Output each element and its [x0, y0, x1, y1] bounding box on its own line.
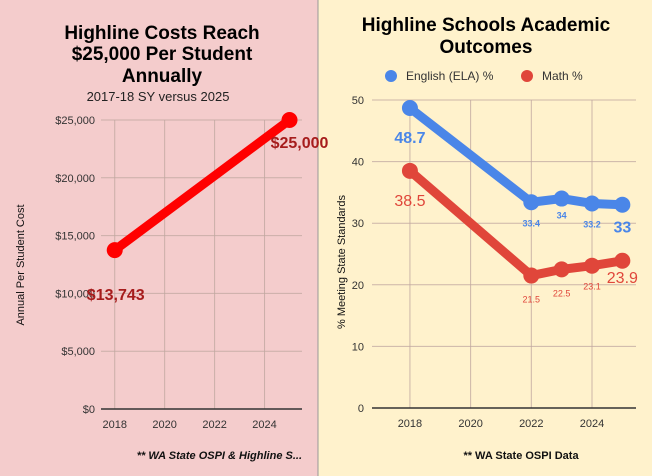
outcomes-data-label: 38.5 [394, 193, 425, 210]
cost-chart-title-line2: $25,000 Per Student [72, 44, 253, 65]
outcomes-data-label: 33 [613, 220, 631, 237]
outcomes-x-tick-label: 2020 [458, 418, 482, 430]
outcomes-data-label: 48.7 [394, 130, 425, 147]
cost-data-label: $25,000 [271, 135, 329, 152]
cost-chart-y-axis-label: Annual Per Student Cost [15, 204, 27, 325]
outcomes-data-label: 33.4 [523, 218, 541, 228]
cost-y-tick-label: $5,000 [61, 346, 95, 358]
outcomes-x-tick-label: 2018 [398, 418, 422, 430]
outcomes-data-label: 34 [557, 211, 567, 221]
outcomes-y-tick-label: 30 [352, 218, 364, 230]
outcomes-data-point [553, 190, 570, 207]
outcomes-data-point [614, 196, 631, 213]
outcomes-y-tick-label: 0 [358, 403, 364, 415]
outcomes-data-label: 22.5 [553, 288, 571, 298]
outcomes-data-point [401, 162, 418, 179]
outcomes-chart-legend[interactable]: English (ELA) % Math % [385, 69, 583, 83]
outcomes-y-tick-label: 20 [352, 280, 364, 292]
outcomes-chart-y-axis-label: % Meeting State Standards [336, 195, 348, 329]
cost-series-line-0 [110, 115, 295, 255]
outcomes-y-tick-label: 10 [352, 341, 364, 353]
cost-x-tick-label: 2018 [102, 419, 126, 431]
cost-chart-title-line1: Highline Costs Reach [64, 23, 259, 44]
cost-chart-title-line3: Annually [122, 66, 203, 87]
outcomes-data-point [584, 195, 600, 212]
cost-x-tick-label: 2024 [252, 419, 276, 431]
cost-y-tick-label: $15,000 [55, 231, 95, 243]
outcomes-data-point [523, 267, 540, 284]
cost-x-tick-label: 2022 [202, 419, 226, 431]
outcomes-chart-title-line1: Highline Schools Academic [362, 15, 611, 36]
outcomes-data-label: 23.1 [583, 282, 601, 292]
cost-chart-subtitle: 2017-18 SY versus 2025 [87, 89, 230, 104]
cost-y-tick-label: $0 [83, 404, 95, 416]
legend-label-math: Math % [542, 69, 583, 83]
outcomes-x-tick-label: 2022 [519, 418, 543, 430]
cost-y-tick-label: $20,000 [55, 173, 95, 185]
legend-label-ela: English (ELA) % [406, 69, 494, 83]
outcomes-data-point [584, 257, 600, 274]
outcomes-chart-title-line2: Outcomes [440, 37, 533, 58]
outcomes-data-label: 23.9 [607, 270, 638, 287]
outcomes-data-label: 21.5 [523, 295, 541, 305]
cost-data-point [106, 242, 123, 259]
cost-y-tick-label: $10,000 [55, 288, 95, 300]
outcomes-data-point [401, 100, 418, 117]
cost-y-tick-label: $25,000 [55, 115, 95, 127]
cost-x-tick-label: 2020 [152, 419, 176, 431]
cost-chart-source-note: ** WA State OSPI & Highline S... [137, 450, 302, 462]
cost-data-label: $13,743 [87, 287, 145, 304]
outcomes-data-point [553, 261, 570, 278]
outcomes-data-label: 33.2 [583, 219, 601, 229]
outcomes-data-point [523, 194, 540, 211]
outcomes-data-point [614, 252, 631, 269]
outcomes-y-tick-label: 40 [352, 157, 364, 169]
outcomes-chart-source-note: ** WA State OSPI Data [463, 450, 579, 462]
cost-data-point [281, 112, 298, 128]
legend-swatch-math [521, 70, 533, 82]
outcomes-y-tick-label: 50 [352, 95, 364, 107]
outcomes-x-tick-label: 2024 [580, 418, 604, 430]
legend-swatch-ela [385, 70, 397, 82]
